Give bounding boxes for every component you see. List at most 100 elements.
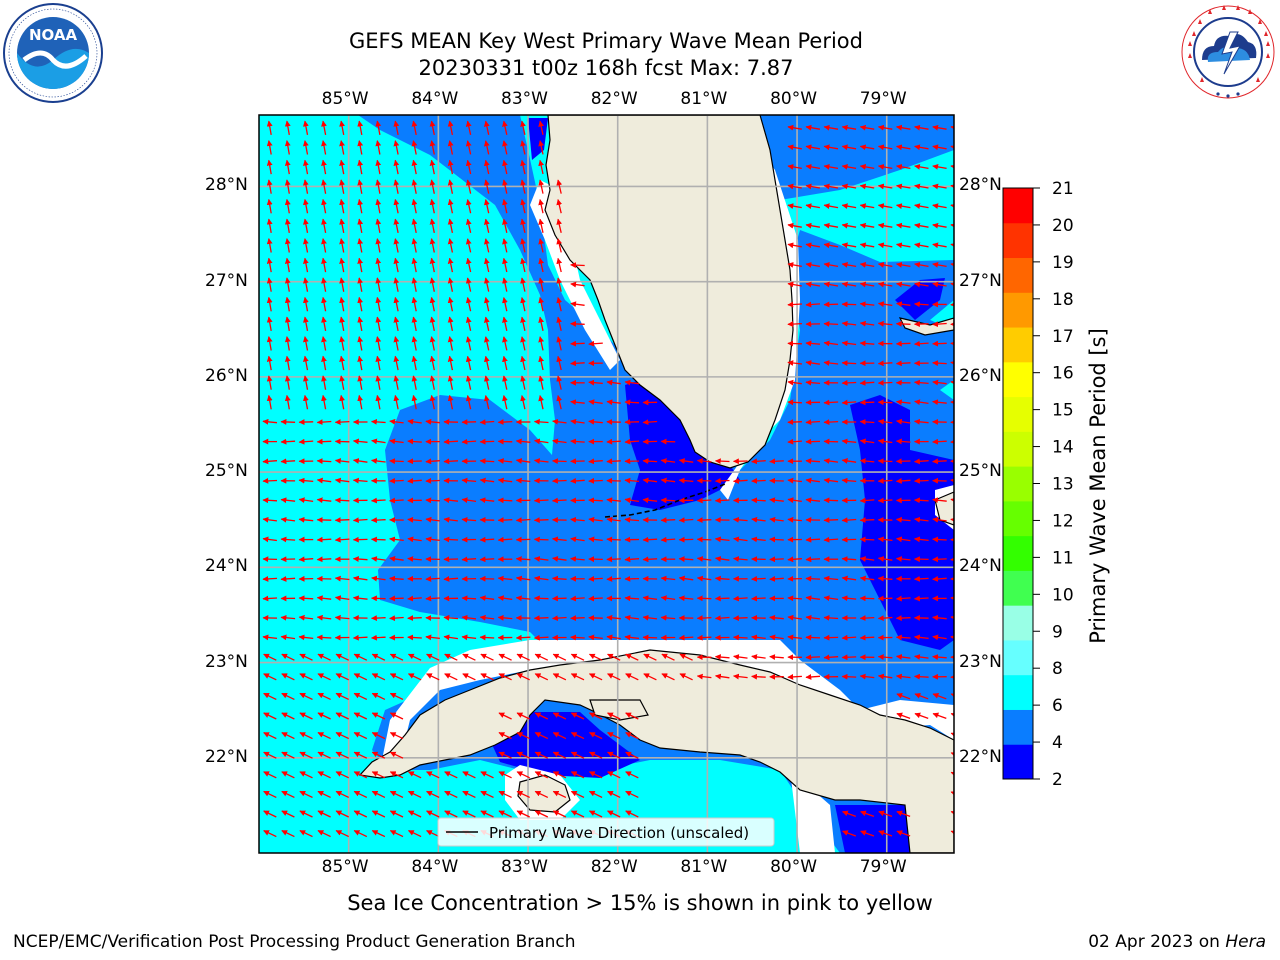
wave-arrow	[335, 712, 349, 720]
wave-arrow	[914, 301, 929, 308]
wave-arrow	[483, 257, 490, 273]
wave-arrow	[787, 438, 802, 445]
wave-arrow	[534, 556, 549, 562]
wave-arrow	[339, 218, 345, 234]
wave-arrow	[805, 595, 820, 602]
wave-arrow	[624, 399, 640, 406]
wave-arrow	[859, 242, 875, 249]
lon-label-top: 80°W	[770, 89, 818, 109]
wave-arrow	[447, 277, 454, 292]
wave-arrow	[516, 810, 530, 818]
wave-arrow	[751, 536, 766, 543]
sea-ice-note: Sea Ice Concentration > 15% is shown in …	[347, 891, 933, 915]
wave-arrow	[266, 296, 273, 312]
wave-arrow	[284, 238, 291, 253]
wave-arrow	[733, 654, 748, 660]
wave-arrow	[497, 477, 513, 484]
wave-arrow	[353, 458, 368, 464]
wave-arrow	[462, 771, 476, 779]
colorbar-tick-label: 6	[1052, 696, 1063, 716]
wave-arrow	[411, 120, 418, 136]
wave-arrow	[357, 179, 364, 194]
wave-arrow	[588, 751, 603, 759]
wave-arrow	[375, 238, 382, 253]
wave-arrow	[950, 477, 954, 484]
wave-arrow	[389, 810, 404, 818]
wave-arrow	[914, 242, 929, 249]
wave-arrow	[461, 497, 477, 504]
wave-arrow	[389, 712, 404, 720]
wave-arrow	[950, 262, 954, 268]
wave-arrow	[859, 262, 875, 268]
wave-arrow	[262, 418, 278, 425]
wave-arrow	[411, 355, 418, 371]
wave-arrow	[751, 477, 766, 484]
wave-arrow	[859, 438, 875, 445]
wave-arrow	[538, 199, 544, 214]
wave-arrow	[321, 159, 327, 175]
lat-label-right: 27°N	[959, 270, 1002, 291]
wave-arrow	[895, 634, 911, 641]
wave-arrow	[877, 242, 893, 249]
wave-arrow	[787, 634, 802, 641]
wave-arrow	[263, 830, 277, 838]
wave-arrow	[859, 301, 875, 308]
wave-arrow	[660, 517, 676, 523]
wave-arrow	[316, 556, 332, 563]
wave-arrow	[841, 673, 857, 680]
wave-arrow	[606, 399, 621, 406]
wave-arrow	[823, 183, 839, 190]
wave-arrow	[733, 615, 748, 621]
wave-arrow	[932, 144, 947, 151]
wave-arrow	[411, 238, 418, 253]
wave-arrow	[298, 595, 314, 602]
wave-arrow	[515, 595, 531, 602]
wave-arrow	[520, 238, 526, 253]
wave-arrow	[859, 203, 875, 209]
wave-arrow	[570, 751, 585, 759]
colorbar-tick-label: 14	[1052, 438, 1074, 458]
wave-arrow	[534, 438, 549, 445]
wave-arrow	[805, 360, 820, 366]
wave-arrow	[895, 360, 911, 367]
wave-arrow	[317, 712, 331, 720]
wave-arrow	[393, 218, 400, 234]
wave-arrow	[281, 732, 295, 740]
wave-arrow	[479, 419, 495, 426]
wave-arrow	[389, 653, 404, 661]
wave-arrow	[393, 296, 400, 312]
wave-arrow	[520, 316, 526, 331]
wave-arrow	[932, 497, 947, 504]
wave-arrow	[823, 262, 839, 268]
wave-arrow	[859, 340, 875, 347]
noaa-logo-icon: NOAA	[3, 3, 103, 103]
wave-arrow	[284, 159, 291, 175]
wave-arrow	[841, 438, 857, 445]
wave-arrow	[284, 394, 291, 410]
lat-label-right: 22°N	[959, 746, 1002, 767]
wave-arrow	[678, 595, 694, 602]
wave-arrow	[932, 340, 947, 347]
wave-arrow	[480, 673, 494, 681]
wave-arrow	[552, 458, 567, 465]
wave-arrow	[429, 198, 436, 214]
wave-arrow	[389, 673, 404, 681]
wave-arrow	[339, 316, 345, 332]
wave-arrow	[357, 218, 364, 234]
wave-arrow	[262, 536, 277, 543]
wave-arrow	[552, 615, 567, 622]
wave-arrow	[479, 614, 495, 621]
chart-title: GEFS MEAN Key West Primary Wave Mean Per…	[349, 29, 863, 53]
wave-arrow	[787, 183, 802, 190]
wave-arrow	[407, 556, 422, 562]
ocean-2-4s-region	[850, 395, 954, 650]
wave-arrow	[411, 296, 418, 312]
wave-arrow	[606, 576, 621, 582]
wave-arrow	[914, 281, 929, 288]
wave-arrow	[588, 673, 603, 681]
wave-arrow	[262, 497, 278, 504]
wave-arrow	[502, 218, 508, 233]
wave-arrow	[266, 218, 273, 234]
wave-arrow	[914, 654, 929, 660]
